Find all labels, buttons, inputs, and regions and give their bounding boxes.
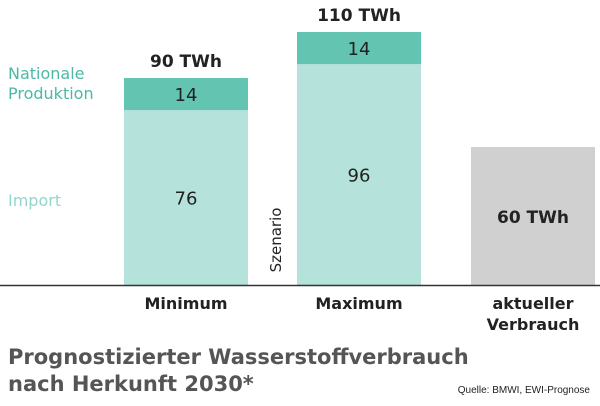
chart-title-line-1: Prognostizierter Wasserstoffverbrauch bbox=[8, 345, 469, 369]
total-label-minimum: 90 TWh bbox=[150, 52, 222, 72]
category-label-aktueller-verbrauch-line-1: aktueller bbox=[492, 294, 573, 313]
data-label-import-maximum: 96 bbox=[348, 166, 371, 187]
source-note: Quelle: BMWI, EWI-Prognose bbox=[457, 385, 590, 396]
bar-current-consumption bbox=[471, 147, 595, 285]
category-label-minimum: Minimum bbox=[144, 294, 227, 313]
data-label-national-minimum: 14 bbox=[175, 85, 198, 106]
category-label-aktueller-verbrauch-line-2: Verbrauch bbox=[487, 315, 580, 334]
bar-import-maximum bbox=[297, 64, 421, 285]
chart-title-line-2: nach Herkunft 2030* bbox=[8, 372, 254, 396]
legend-label-import: Import bbox=[8, 191, 62, 210]
total-label-maximum: 110 TWh bbox=[317, 6, 401, 26]
scenario-annotation: Szenario bbox=[267, 208, 285, 273]
data-label-import-minimum: 76 bbox=[175, 189, 198, 210]
data-label-national-maximum: 14 bbox=[348, 39, 371, 60]
category-label-maximum: Maximum bbox=[315, 294, 402, 313]
bar-national-minimum bbox=[124, 78, 248, 111]
bar-national-maximum bbox=[297, 32, 421, 65]
chart-title: Prognostizierter Wasserstoffverbrauch na… bbox=[8, 344, 469, 398]
bar-import-minimum bbox=[124, 110, 248, 285]
legend-label-national-production: Nationale Produktion bbox=[8, 64, 94, 103]
total-label-aktueller-verbrauch: 60 TWh bbox=[497, 208, 569, 228]
